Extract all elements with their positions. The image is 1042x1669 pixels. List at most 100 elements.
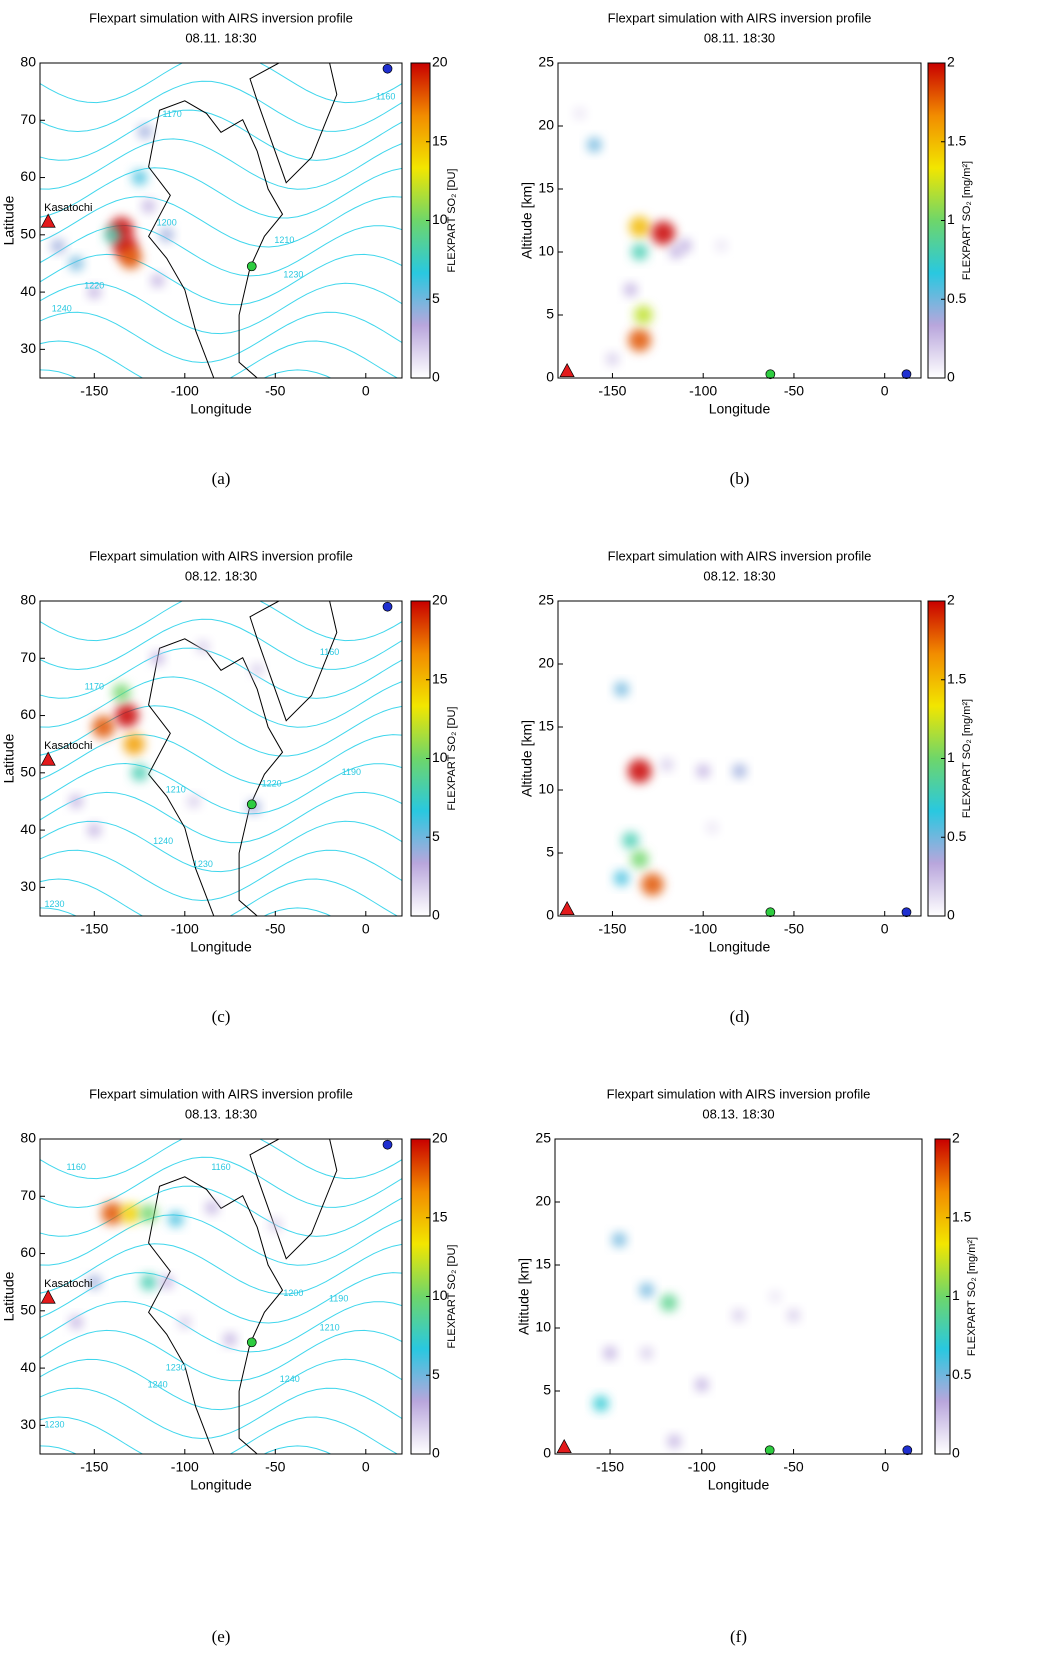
plume-cell (627, 759, 652, 784)
plume-cell (205, 1200, 219, 1215)
coastline (148, 100, 284, 378)
x-axis-label: Longitude (708, 1477, 770, 1493)
contour-label: 1160 (320, 647, 339, 657)
contour-line (40, 311, 402, 364)
contour-line (40, 762, 402, 815)
contour-line (40, 109, 402, 161)
plume-cell (119, 246, 142, 270)
y-tick-label: 40 (20, 821, 36, 837)
plot-area: 1160 1170 1200 1210 1230 1240 1220 (40, 63, 402, 378)
contour-line (40, 1300, 402, 1353)
plume-cell (732, 763, 747, 779)
plume-cell (141, 199, 156, 214)
axes-box (39, 62, 403, 379)
colorbar-tick-label: 15 (432, 132, 448, 148)
plume-cell (101, 1202, 124, 1225)
x-axis-label: Longitude (709, 401, 771, 417)
y-tick-label: 60 (20, 1244, 36, 1260)
contour-label: 1230 (283, 269, 303, 279)
colorbar-tick-label: 0 (947, 907, 955, 923)
contour-label: 1170 (162, 109, 181, 119)
axes-box (557, 600, 922, 917)
contour-label: 1200 (283, 1288, 303, 1298)
colorbar-label: FLEXPART SO₂ [DU] (446, 707, 458, 811)
plume-cell (586, 137, 602, 153)
plume-cell (187, 794, 201, 809)
plume-cell (573, 107, 587, 120)
plume-cell (139, 1204, 158, 1223)
x-tick-label: -50 (783, 1459, 803, 1475)
contour-line (40, 80, 402, 133)
plume-cell (69, 794, 84, 809)
colorbar-label: FLEXPART SO₂ [DU] (446, 1245, 458, 1349)
y-tick-label: 15 (535, 1256, 551, 1272)
x-tick-label: -100 (171, 1459, 199, 1475)
axes-box (557, 62, 922, 379)
plume-cell (150, 273, 165, 288)
coastline (148, 1176, 284, 1454)
site-marker (765, 907, 776, 918)
plume-cell (667, 1434, 682, 1449)
contour-label: 1190 (329, 1294, 348, 1304)
plot-area (613, 681, 747, 896)
plume-cell (150, 651, 165, 666)
volcano-marker (40, 1289, 56, 1304)
contour-line (40, 1185, 402, 1237)
plume-cell (622, 832, 639, 849)
y-tick-label: 70 (20, 111, 36, 127)
colorbar-tick-label: 20 (432, 592, 448, 608)
panel: Flexpart simulation with AIRS inversion … (519, 548, 973, 1025)
volcano-marker (559, 362, 575, 378)
plume-cell (611, 1232, 627, 1248)
colorbar-label: FLEXPART SO₂ [mg/m²] (966, 1237, 978, 1356)
plume-cell (705, 821, 719, 835)
site-marker (246, 799, 257, 810)
plume-cell (167, 1211, 184, 1227)
caption: (e) (212, 1627, 231, 1646)
contour-line (40, 167, 402, 219)
contour-line (40, 820, 402, 873)
plume-cell (120, 1203, 141, 1224)
x-tick-label: -150 (80, 383, 108, 399)
contour-line (40, 1358, 402, 1411)
y-tick-label: 20 (535, 1193, 551, 1209)
site-marker (765, 369, 776, 380)
plume-cell (50, 239, 66, 254)
panel: Flexpart simulation with AIRS inversion … (1, 10, 458, 487)
contour-label: 1210 (274, 235, 294, 245)
contour-line (40, 878, 399, 916)
contour-line (40, 1387, 402, 1440)
colorbar-tick-label: 10 (432, 749, 448, 765)
volcano-marker (559, 900, 575, 916)
contour-label: 1200 (157, 218, 177, 228)
x-axis-label: Longitude (190, 1477, 252, 1493)
plume-cell (68, 255, 84, 271)
colorbar-tick-label: 1.5 (947, 670, 967, 686)
x-tick-label: -50 (784, 383, 804, 399)
colorbar-label: FLEXPART SO₂ [mg/m²] (961, 699, 973, 818)
x-tick-label: 0 (362, 921, 370, 937)
x-tick-label: -50 (784, 921, 804, 937)
plume-cell (159, 227, 174, 243)
site-marker (382, 1139, 393, 1150)
contour-label: 1240 (52, 304, 72, 314)
plot-area (573, 107, 728, 366)
y-tick-label: 30 (20, 1416, 36, 1432)
contour-label: 1160 (211, 1162, 230, 1172)
plume-cell (87, 1274, 102, 1290)
plume-cell (715, 239, 728, 252)
contour-line (40, 1329, 402, 1382)
chart-title: Flexpart simulation with AIRS inversion … (608, 548, 872, 563)
y-tick-label: 70 (20, 649, 36, 665)
x-tick-label: -100 (688, 1459, 716, 1475)
y-tick-label: 30 (20, 878, 36, 894)
x-tick-label: -100 (689, 383, 717, 399)
y-tick-label: 15 (538, 718, 554, 734)
coastline (249, 63, 338, 184)
contour-label: 1240 (148, 1380, 168, 1390)
colorbar-tick-label: 2 (947, 54, 955, 70)
plume-cell (628, 328, 652, 352)
colorbar-tick-label: 2 (947, 592, 955, 608)
plume-cell (223, 1332, 237, 1347)
y-tick-label: 0 (543, 1445, 551, 1461)
